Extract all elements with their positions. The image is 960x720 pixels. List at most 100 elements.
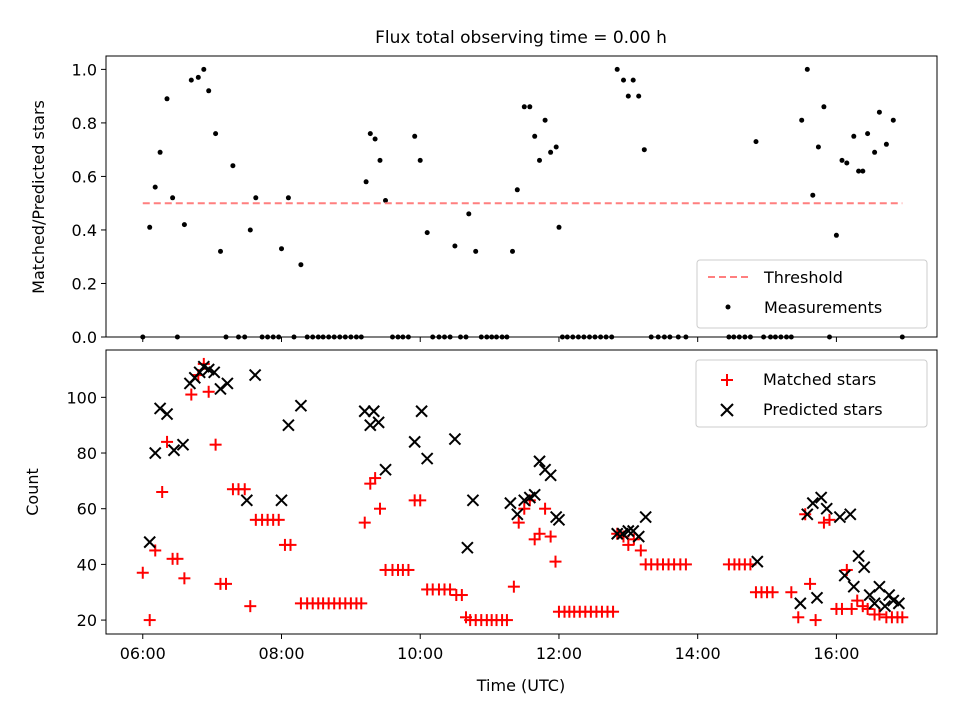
measurement-point-55 bbox=[452, 243, 458, 249]
predicted-point-62 bbox=[878, 599, 892, 613]
bottom-y-tick-label-3: 80 bbox=[77, 444, 97, 463]
measurement-point-123 bbox=[872, 149, 878, 155]
top-y-tick-label-3: 0.6 bbox=[72, 167, 97, 186]
measurement-point-13 bbox=[218, 248, 223, 254]
predicted-point-45 bbox=[639, 510, 652, 524]
measurement-point-24 bbox=[279, 246, 284, 252]
measurement-point-119 bbox=[851, 133, 857, 139]
matched-point-7 bbox=[178, 572, 191, 585]
matched-point-1 bbox=[143, 614, 156, 627]
measurement-point-103 bbox=[753, 139, 759, 145]
top-x-axis-ticks bbox=[142, 337, 837, 342]
predicted-point-34 bbox=[528, 488, 541, 501]
matched-point-113 bbox=[823, 513, 836, 526]
predicted-point-49 bbox=[806, 496, 820, 510]
measurement-point-15 bbox=[230, 163, 236, 169]
measurement-point-113 bbox=[815, 144, 821, 150]
x-tick-label-2: 10:00 bbox=[397, 644, 443, 663]
predicted-point-37 bbox=[544, 469, 557, 482]
predicted-point-1 bbox=[149, 446, 162, 460]
measurement-point-69 bbox=[527, 104, 533, 110]
top-legend: Threshold Measurements bbox=[696, 259, 928, 329]
matched-point-40 bbox=[369, 472, 382, 485]
predicted-point-29 bbox=[466, 494, 480, 507]
predicted-point-20 bbox=[364, 418, 377, 432]
matched-point-112 bbox=[817, 516, 830, 529]
legend-predicted-swatch bbox=[720, 403, 734, 417]
legend-predicted-label: Predicted stars bbox=[763, 400, 883, 419]
matched-point-118 bbox=[851, 594, 864, 607]
measurement-point-5 bbox=[170, 195, 176, 201]
measurement-point-2 bbox=[152, 184, 158, 190]
x-tick-label-3: 12:00 bbox=[536, 644, 582, 663]
predicted-point-15 bbox=[248, 368, 262, 382]
measurement-point-114 bbox=[821, 104, 827, 110]
measurement-point-12 bbox=[213, 131, 219, 137]
predicted-point-13 bbox=[221, 377, 234, 390]
predicted-point-54 bbox=[838, 569, 851, 582]
measurement-point-39 bbox=[363, 179, 369, 185]
measurement-point-50 bbox=[424, 230, 430, 236]
x-axis-label: Time (UTC) bbox=[476, 676, 565, 695]
matched-point-117 bbox=[845, 602, 858, 615]
predicted-point-65 bbox=[892, 597, 906, 610]
predicted-point-51 bbox=[814, 491, 828, 504]
matched-point-66 bbox=[512, 516, 525, 529]
measurement-point-42 bbox=[377, 157, 383, 163]
predicted-point-14 bbox=[240, 494, 254, 507]
bottom-y-tick-label-1: 40 bbox=[77, 555, 97, 574]
matched-point-71 bbox=[539, 502, 552, 515]
measurement-point-110 bbox=[799, 117, 805, 123]
bottom-legend-box bbox=[695, 359, 928, 428]
predicted-point-40 bbox=[611, 527, 624, 540]
predicted-point-19 bbox=[358, 405, 371, 418]
predicted-point-16 bbox=[275, 494, 288, 507]
measurement-point-11 bbox=[206, 88, 212, 94]
bottom-y-axis-ticks: 20 40 60 80 100 bbox=[66, 388, 106, 630]
top-y-tick-label-0: 0.0 bbox=[72, 328, 97, 347]
legend-matched-swatch bbox=[721, 374, 733, 386]
predicted-point-24 bbox=[408, 435, 421, 449]
predicted-point-3 bbox=[160, 407, 174, 421]
matched-point-109 bbox=[799, 508, 812, 521]
matched-point-14 bbox=[220, 577, 233, 590]
measurement-point-125 bbox=[883, 141, 889, 147]
predicted-point-28 bbox=[461, 541, 474, 554]
measurement-point-43 bbox=[383, 198, 388, 203]
matched-point-4 bbox=[161, 435, 174, 448]
matched-point-72 bbox=[544, 530, 557, 543]
measurement-point-118 bbox=[844, 160, 850, 166]
top-y-axis-label: Matched/Predicted stars bbox=[29, 100, 48, 294]
top-y-tick-label-5: 1.0 bbox=[72, 60, 97, 79]
top-y-tick-label-1: 0.2 bbox=[72, 274, 97, 293]
measurement-point-49 bbox=[417, 157, 423, 163]
legend-matched-label: Matched stars bbox=[763, 370, 876, 389]
measurement-point-91 bbox=[641, 147, 647, 153]
predicted-point-47 bbox=[794, 597, 807, 610]
matched-point-120 bbox=[861, 602, 874, 615]
predicted-point-21 bbox=[367, 405, 380, 418]
measurement-point-124 bbox=[876, 109, 882, 115]
predicted-point-39 bbox=[552, 513, 566, 527]
measurement-point-18 bbox=[247, 227, 253, 233]
matched-point-108 bbox=[792, 611, 805, 624]
measurement-point-8 bbox=[188, 77, 194, 83]
bottom-panel: 20 40 60 80 100 06:00 08:00 10:00 12:00 14:00 16:… bbox=[23, 349, 938, 695]
predicted-point-55 bbox=[844, 508, 857, 521]
measurement-point-126 bbox=[890, 117, 896, 123]
bottom-predicted-points bbox=[143, 360, 906, 613]
predicted-point-48 bbox=[801, 508, 814, 521]
predicted-point-27 bbox=[448, 432, 462, 446]
predicted-point-42 bbox=[622, 524, 635, 538]
top-measurement-points bbox=[140, 66, 905, 340]
matched-point-41 bbox=[373, 502, 386, 515]
measurement-point-75 bbox=[556, 224, 562, 230]
chart-title: Flux total observing time = 0.00 h bbox=[375, 28, 667, 48]
measurement-point-1 bbox=[147, 224, 153, 230]
measurement-point-70 bbox=[532, 133, 538, 139]
measurement-point-120 bbox=[856, 168, 862, 174]
measurement-point-111 bbox=[804, 66, 810, 72]
measurement-point-40 bbox=[367, 131, 373, 137]
predicted-point-58 bbox=[857, 560, 871, 574]
